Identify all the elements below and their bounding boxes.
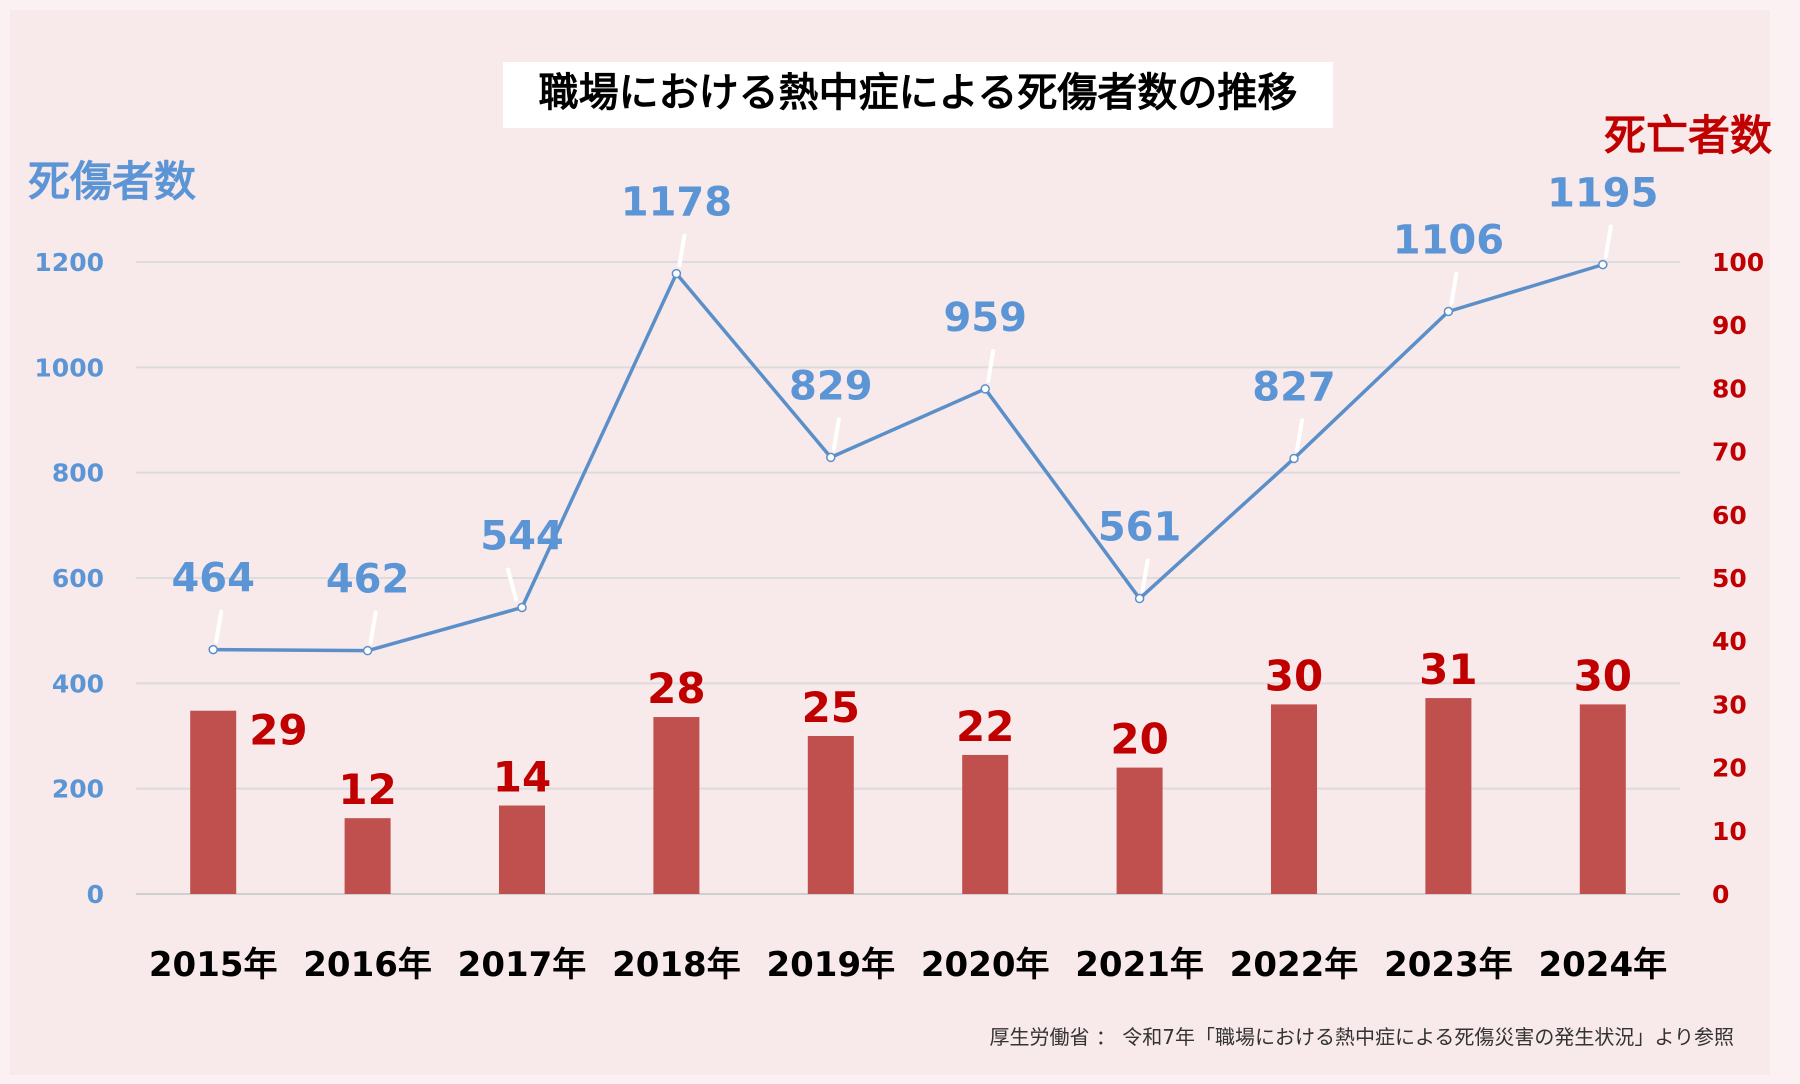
bars-layer xyxy=(190,698,1626,894)
right-tick-label: 50 xyxy=(1712,564,1747,593)
x-tick-label: 2021年 xyxy=(1075,945,1204,985)
bar-data-label: 22 xyxy=(956,702,1014,751)
title-box xyxy=(503,62,1333,128)
line-data-label: 561 xyxy=(1098,505,1182,551)
bar-data-label: 20 xyxy=(1110,715,1168,764)
label-leader xyxy=(986,348,996,383)
line-data-label: 827 xyxy=(1252,364,1336,410)
bar-data-label: 14 xyxy=(493,753,551,802)
bar xyxy=(1271,704,1317,894)
line-data-label: 544 xyxy=(480,513,564,559)
line-series xyxy=(213,262,1604,653)
x-tick-label: 2019年 xyxy=(766,945,895,985)
right-tick-label: 70 xyxy=(1712,438,1747,467)
label-leader xyxy=(1603,224,1613,259)
bar xyxy=(1116,767,1163,894)
bar xyxy=(807,736,854,894)
line-point xyxy=(1289,453,1299,464)
line-point xyxy=(980,384,990,394)
x-tick-label: 2022年 xyxy=(1230,945,1359,985)
x-tick-label: 2020年 xyxy=(921,945,1050,985)
line-data-label: 462 xyxy=(326,557,410,603)
right-tick-label: 10 xyxy=(1712,817,1747,846)
x-tick-label: 2024年 xyxy=(1538,945,1667,985)
line-data-label: 1178 xyxy=(621,180,732,226)
x-tick-label: 2023年 xyxy=(1384,945,1513,985)
line-point xyxy=(1443,306,1454,317)
line-point xyxy=(208,644,218,655)
bar xyxy=(653,717,700,894)
line-point xyxy=(362,645,373,656)
bar-data-label: 29 xyxy=(249,706,307,755)
bar xyxy=(499,805,545,894)
line-point xyxy=(1598,259,1608,270)
bar-data-label: 12 xyxy=(338,765,396,814)
bar-data-label: 25 xyxy=(802,683,860,732)
left-tick-label: 800 xyxy=(52,459,104,488)
line-data-label: 829 xyxy=(789,363,873,409)
line-data-label: 464 xyxy=(171,556,255,602)
bar-data-label: 30 xyxy=(1265,651,1323,700)
bar xyxy=(344,818,391,894)
x-tick-label: 2017年 xyxy=(458,945,587,985)
grid-layer xyxy=(136,261,1680,895)
right-tick-label: 40 xyxy=(1712,627,1747,656)
left-tick-label: 400 xyxy=(52,669,104,698)
bar-data-label: 30 xyxy=(1574,651,1632,700)
x-tick-label: 2015年 xyxy=(149,945,278,985)
bar xyxy=(1579,704,1626,894)
left-tick-label: 0 xyxy=(87,880,104,909)
left-tick-label: 1200 xyxy=(34,248,104,277)
line-point xyxy=(826,452,836,463)
bar xyxy=(1425,698,1472,894)
source-note: 厚生労働省 ： 令和7年「職場における熱中症による死傷災害の発生状況」より参照 xyxy=(990,1025,1734,1049)
label-leader xyxy=(831,417,841,452)
right-tick-label: 100 xyxy=(1712,248,1764,277)
right-tick-label: 90 xyxy=(1712,311,1747,340)
label-leader xyxy=(1140,558,1150,593)
bar-data-label: 28 xyxy=(647,664,705,713)
axis-layer: 0 200 400 600 800 1000 1200 0 10 20 30 40 50 60 70 80 90… xyxy=(34,248,1764,985)
line-data-label: 1195 xyxy=(1547,171,1658,217)
bar xyxy=(190,710,237,894)
line-data-label: 1106 xyxy=(1393,218,1504,264)
left-tick-label: 1000 xyxy=(34,353,104,382)
label-leader xyxy=(1449,271,1459,306)
x-tick-label: 2016年 xyxy=(303,945,432,985)
right-tick-label: 0 xyxy=(1712,880,1729,909)
right-tick-label: 20 xyxy=(1712,754,1747,783)
bar-data-label: 31 xyxy=(1419,645,1477,694)
right-axis-label: 死亡者数 xyxy=(1604,111,1772,160)
left-tick-label: 600 xyxy=(52,564,104,593)
right-tick-label: 60 xyxy=(1712,501,1747,530)
right-tick-label: 80 xyxy=(1712,374,1747,403)
right-tick-label: 30 xyxy=(1712,690,1747,719)
label-leader xyxy=(1295,418,1304,453)
label-leader xyxy=(368,610,378,645)
x-tick-label: 2018年 xyxy=(612,945,741,985)
label-leader xyxy=(506,567,518,602)
line-layer xyxy=(208,259,1608,656)
label-leader xyxy=(677,233,687,268)
left-tick-label: 200 xyxy=(52,775,104,804)
chart-title: 職場における熱中症による死傷者数の推移 xyxy=(539,70,1298,116)
left-axis-label: 死傷者数 xyxy=(28,157,196,206)
line-data-label: 959 xyxy=(943,295,1027,341)
bar xyxy=(962,754,1009,894)
label-leader xyxy=(214,609,224,644)
chart-panel xyxy=(10,10,1770,1075)
line-point xyxy=(1134,593,1145,604)
line-point xyxy=(671,268,682,279)
line-point xyxy=(517,602,527,613)
labels-layer: 29 12 14 28 25 22 20 30 31 30 464 462 544 1178 829 959 5… xyxy=(171,171,1658,815)
